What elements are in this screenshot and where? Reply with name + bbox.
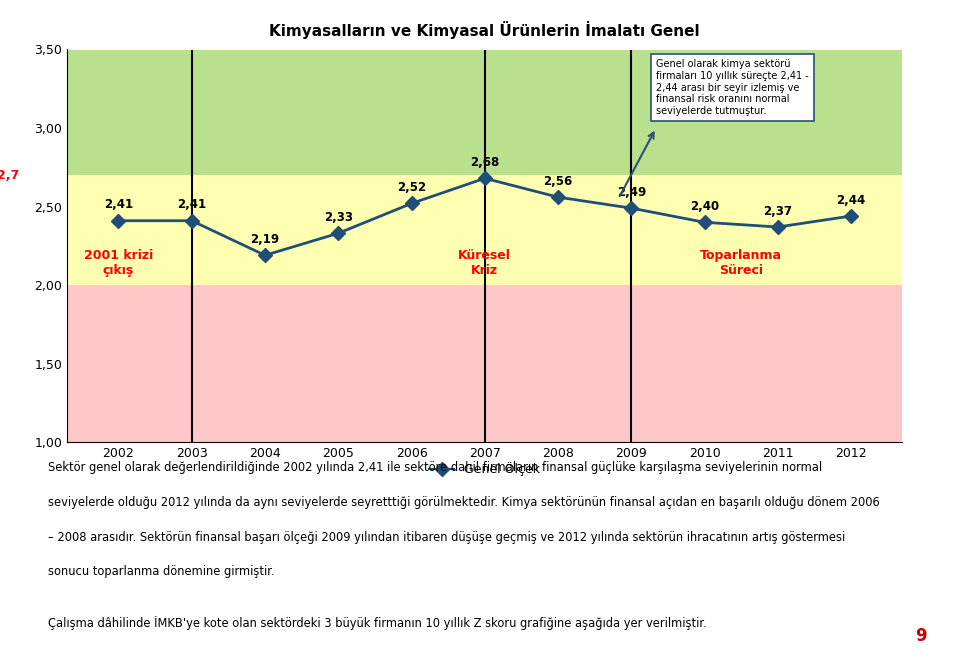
Text: BESFiN: BESFiN [864, 3, 936, 22]
Text: 2,7: 2,7 [0, 169, 19, 182]
Text: 2,52: 2,52 [397, 181, 426, 194]
Text: 2,19: 2,19 [251, 233, 279, 246]
Title: Kimyasalların ve Kimyasal Ürünlerin İmalatı Genel: Kimyasalların ve Kimyasal Ürünlerin İmal… [270, 20, 700, 39]
Text: 2,40: 2,40 [690, 200, 719, 213]
Text: 2,41: 2,41 [178, 198, 206, 211]
Text: – 2008 arasıdır. Sektörün finansal başarı ölçeği 2009 yılından itibaren düşüşe g: – 2008 arasıdır. Sektörün finansal başar… [48, 531, 845, 544]
Text: 2001 krizi
çıkış: 2001 krizi çıkış [84, 249, 153, 277]
Text: seviyelerde olduğu 2012 yılında da aynı seviyelerde seyretttiği görülmektedir. K: seviyelerde olduğu 2012 yılında da aynı … [48, 496, 879, 509]
Text: Küresel
Kriz: Küresel Kriz [458, 249, 512, 277]
Text: 2,41: 2,41 [104, 198, 133, 211]
Text: 2,49: 2,49 [616, 185, 646, 199]
Text: sonucu toparlanma dönemine girmiştir.: sonucu toparlanma dönemine girmiştir. [48, 565, 275, 578]
Text: Genel olarak kimya sektörü
firmaları 10 yıllık süreçte 2,41 -
2,44 arası bir sey: Genel olarak kimya sektörü firmaları 10 … [656, 59, 808, 116]
Text: 2,68: 2,68 [470, 156, 499, 169]
Text: 2,44: 2,44 [836, 193, 866, 207]
Text: Toparlanma
Süreci: Toparlanma Süreci [700, 249, 782, 277]
Bar [67, 285, 902, 442]
Text: 2,33: 2,33 [324, 211, 352, 224]
Legend: Genel Ölçek: Genel Ölçek [424, 457, 545, 481]
Text: 2,56: 2,56 [543, 175, 573, 187]
Text: Sektör genel olarak değerlendirildiğinde 2002 yılında 2,41 ile sektöre dahil fir: Sektör genel olarak değerlendirildiğinde… [48, 461, 822, 475]
Bar [67, 175, 902, 285]
Text: Çalışma dâhilinde İMKB'ye kote olan sektördeki 3 büyük firmanın 10 yıllık Z skor: Çalışma dâhilinde İMKB'ye kote olan sekt… [48, 616, 707, 630]
Text: 2,37: 2,37 [763, 205, 792, 218]
Text: 9: 9 [915, 628, 926, 645]
Bar [67, 50, 902, 175]
